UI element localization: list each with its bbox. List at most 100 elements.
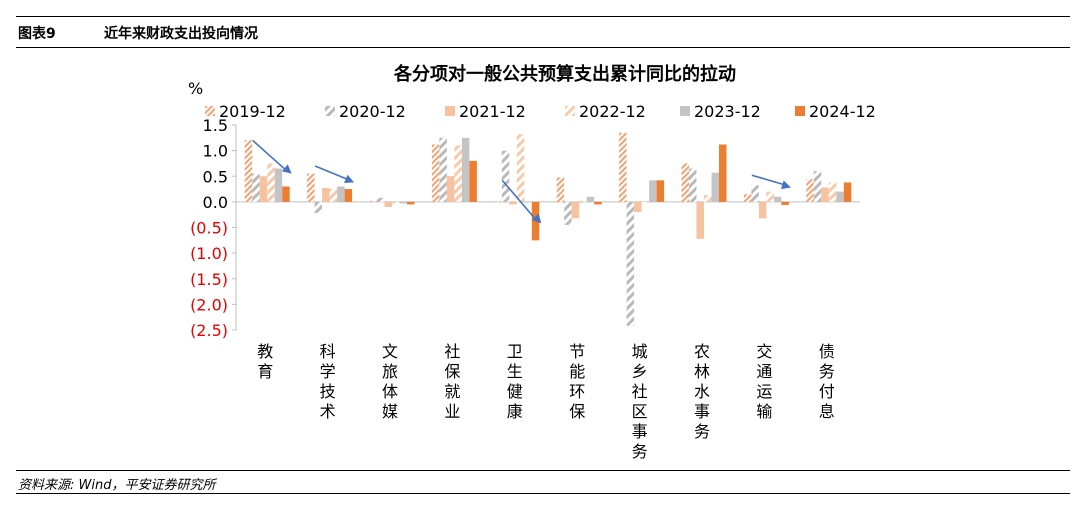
bar: [579, 200, 587, 202]
y-tick-label: 1.0: [203, 142, 228, 161]
trend-arrow: [252, 139, 289, 173]
y-tick-label: (1.0): [190, 244, 228, 263]
bar: [384, 201, 392, 207]
trend-arrow: [501, 179, 538, 222]
bar: [369, 200, 377, 202]
bar: [843, 182, 852, 202]
bar: [806, 179, 814, 202]
trend-arrow-head: [281, 164, 292, 174]
annotations: [252, 139, 791, 224]
legend-swatch: [795, 106, 805, 116]
bar: [634, 201, 642, 213]
legend-swatch: [445, 106, 455, 116]
bar: [307, 173, 315, 202]
category-label: 城乡社区事务: [632, 342, 648, 461]
bar: [773, 196, 782, 202]
bar: [469, 160, 477, 202]
trend-arrow: [314, 165, 351, 182]
bar: [821, 187, 829, 202]
axes: 1.5 1.0 0.5 0.0 (0.5) (1.0) (1.5) (2.0) (2.5): [190, 116, 860, 340]
legend-label: 2021-12: [459, 102, 526, 121]
bar: [571, 201, 580, 219]
bar: [556, 177, 565, 202]
bar: [377, 197, 385, 202]
trend-arrow-head: [780, 180, 791, 190]
bar: [494, 201, 502, 203]
bar: [641, 201, 650, 203]
bar: [516, 134, 525, 202]
bar: [781, 201, 789, 205]
bar: [454, 145, 462, 202]
bar: [267, 163, 275, 202]
legend-label: 2022-12: [579, 102, 646, 121]
bar: [564, 201, 572, 225]
figure-title: 近年来财政支出投向情况: [104, 26, 258, 42]
y-tick-label: 0.0: [203, 193, 228, 212]
y-tick-label: (2.0): [190, 295, 228, 314]
category-label: 债务付息: [819, 342, 835, 421]
bar: [681, 163, 689, 202]
bar: [828, 182, 837, 202]
y-tick-label: 1.5: [203, 116, 228, 135]
bar: [322, 188, 330, 202]
bar: [586, 196, 595, 202]
bar: [344, 189, 353, 202]
bar: [649, 180, 657, 202]
bar: [619, 132, 627, 202]
y-axis-unit: %: [188, 79, 203, 98]
bar: [337, 186, 345, 202]
y-tick-label: (0.5): [190, 219, 228, 238]
figure-footer: 资料来源: Wind，平安证券研究所: [16, 470, 1070, 494]
figure-number: 图表9: [18, 26, 56, 42]
bars: [244, 132, 852, 326]
legend-swatch: [565, 106, 575, 116]
bar: [431, 144, 440, 202]
figure-header: 图表9 近年来财政支出投向情况: [16, 16, 1070, 48]
legend-swatch: [325, 106, 335, 116]
bar: [329, 189, 338, 202]
y-tick-label: 0.5: [203, 167, 228, 186]
category-label: 农林水事务: [694, 342, 710, 441]
trend-arrow-head: [531, 213, 542, 224]
bar: [704, 195, 712, 202]
bar: [626, 201, 635, 326]
bar: [244, 140, 253, 202]
bar: [696, 201, 704, 239]
legend-label: 2023-12: [694, 102, 761, 121]
legend-swatch: [680, 106, 690, 116]
category-label: 交通运输: [756, 342, 772, 421]
legend-label: 2020-12: [339, 102, 406, 121]
bar: [594, 201, 602, 205]
category-label: 文旅体媒: [382, 342, 398, 421]
bar: [446, 176, 455, 202]
bar: [813, 171, 822, 202]
trend-arrow: [751, 174, 788, 187]
legend-label: 2024-12: [809, 102, 876, 121]
category-label: 科学技术: [320, 342, 336, 421]
bar: [252, 173, 260, 202]
bar: [689, 168, 697, 202]
bar: [656, 180, 665, 202]
bar: [282, 186, 290, 202]
bar: [743, 194, 752, 202]
bar: [439, 137, 447, 202]
bar: [758, 201, 767, 219]
figure-source: 资料来源: Wind，平安证券研究所: [18, 478, 216, 493]
bar: [719, 144, 727, 202]
category-label: 卫生健康: [507, 342, 523, 421]
bar: [314, 201, 323, 214]
category-labels: 教育 科学技术 文旅体媒 社保就业 卫生健康 节能环保 城乡社区事务 农林水事务 交通运输 债务付…: [257, 342, 835, 461]
bar: [274, 168, 283, 202]
bar: [461, 137, 470, 202]
category-label: 社保就业: [444, 342, 460, 421]
legend-label: 2019-12: [219, 102, 286, 121]
y-tick-label: (2.5): [190, 321, 228, 340]
bar: [501, 150, 510, 202]
bar: [766, 191, 774, 202]
bar: [259, 176, 268, 202]
bar: [392, 201, 400, 204]
bar: [524, 201, 532, 203]
legend-swatch: [205, 106, 215, 116]
bar: [711, 172, 719, 202]
